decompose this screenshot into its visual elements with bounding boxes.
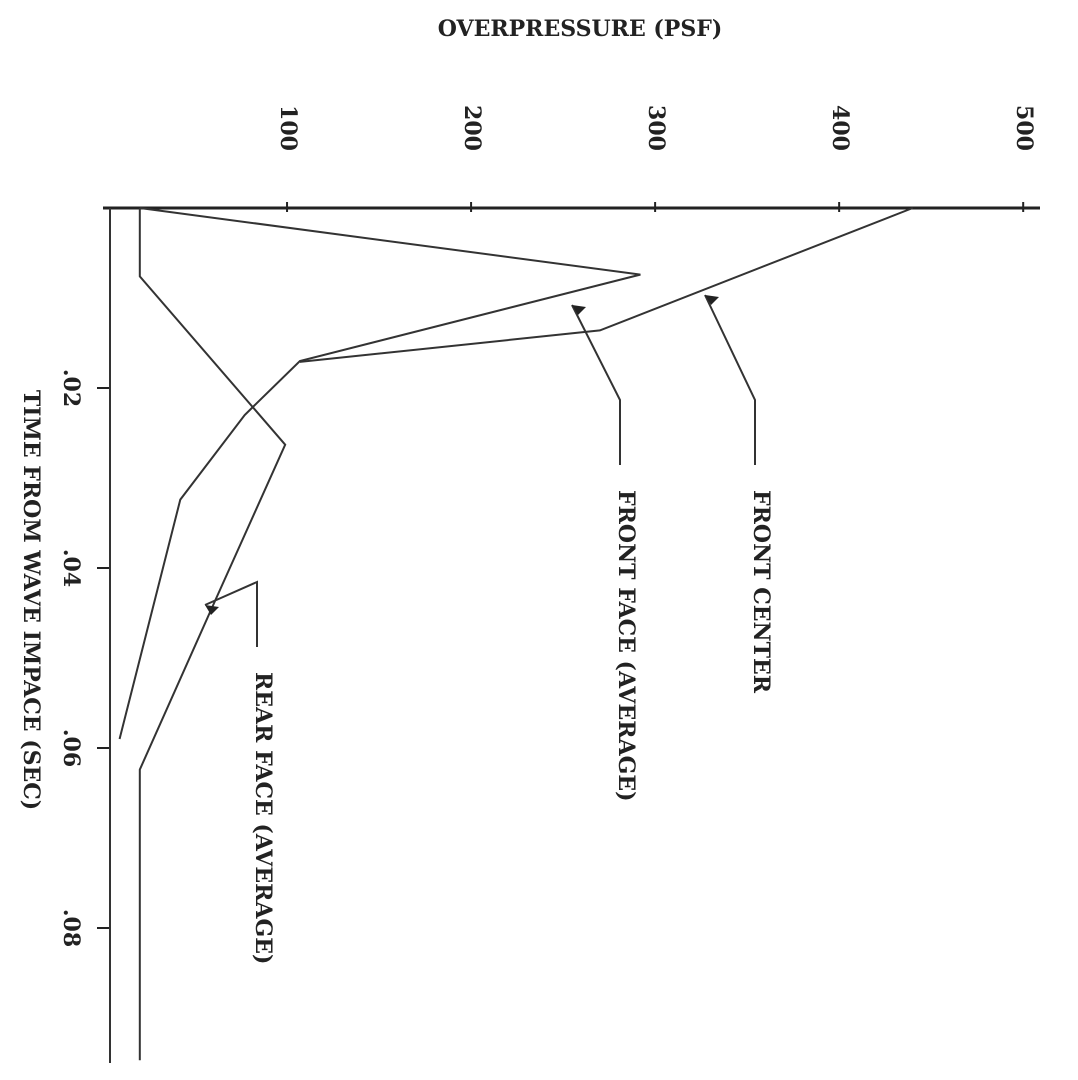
x-tick-label: .04 [58, 549, 84, 587]
series-line [138, 208, 287, 1061]
legend-label: FRONT FACE (AVERAGE) [613, 490, 639, 802]
arrow-head [205, 605, 219, 615]
arrow-head [705, 295, 719, 305]
x-tick-label: .08 [58, 909, 84, 947]
x-tick-label: .06 [58, 729, 84, 767]
x-tick-label: .02 [58, 369, 84, 407]
chart-title: OVERPRESSURE (PSF) [438, 16, 723, 42]
x-axis-label: TIME FROM WAVE IMPACE (SEC) [18, 390, 44, 810]
legend-label: REAR FACE (AVERAGE) [250, 672, 276, 964]
annotation-arrow [204, 580, 258, 647]
annotation-arrow [571, 304, 621, 465]
y-tick-label: 100 [275, 105, 301, 151]
arrow-head [572, 305, 586, 315]
y-tick-label: 500 [1011, 105, 1037, 151]
y-tick-label: 400 [827, 105, 853, 151]
annotation-arrow [704, 294, 756, 465]
y-tick-label: 200 [459, 105, 485, 151]
series-line [118, 207, 641, 740]
series-line [299, 207, 914, 363]
legend-label: FRONT CENTER [748, 490, 774, 694]
y-tick-label: 300 [643, 105, 669, 151]
